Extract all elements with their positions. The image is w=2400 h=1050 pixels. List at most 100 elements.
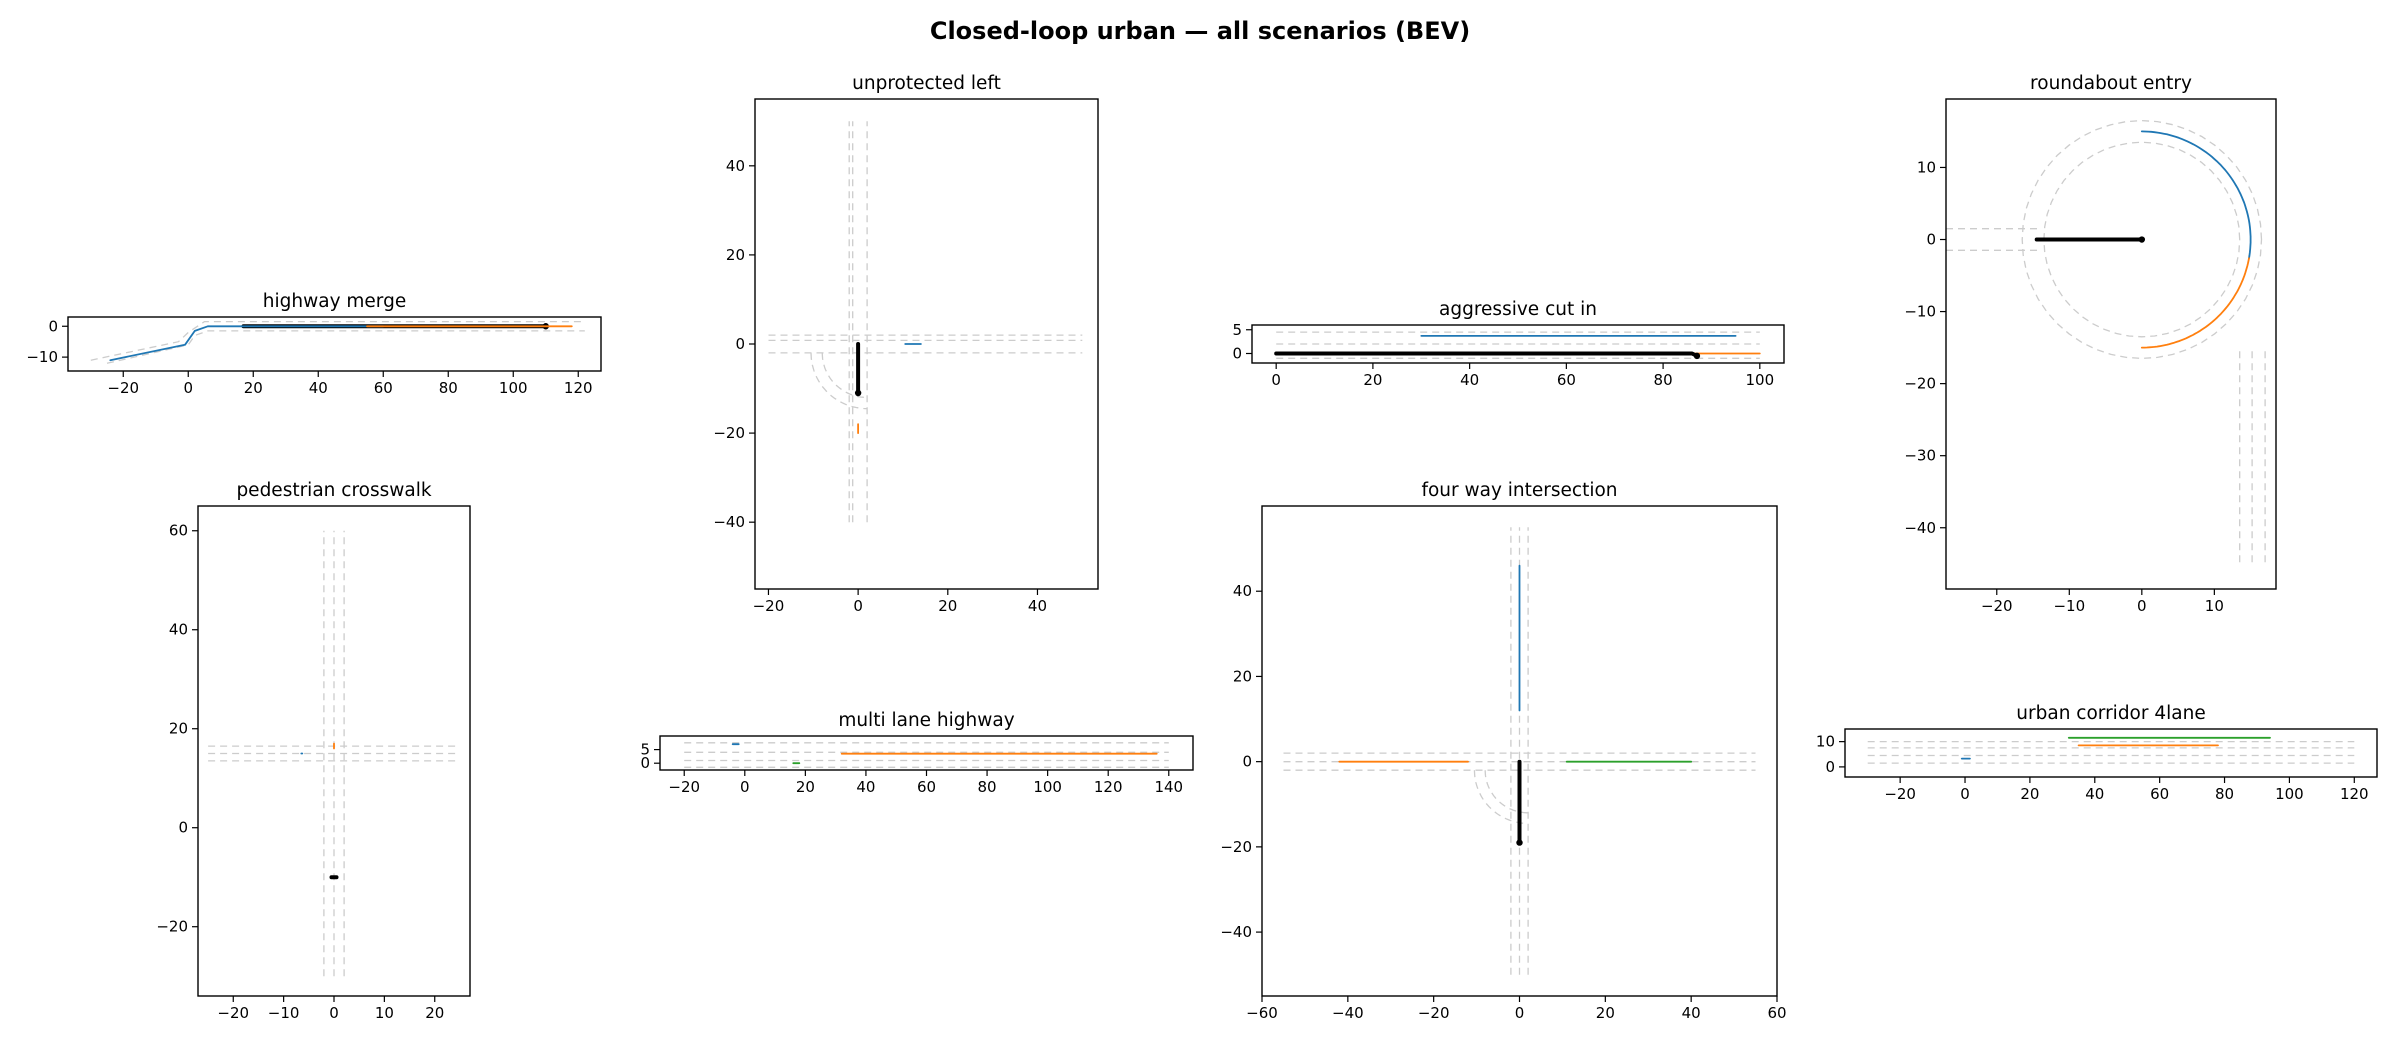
x-tick-label: −10	[2053, 597, 2085, 615]
y-tick-label: 10	[1917, 158, 1936, 176]
x-tick-label: 80	[1654, 371, 1673, 389]
agent-trajectory	[2140, 257, 2250, 349]
axes-frame	[67, 316, 602, 372]
x-tick-label: 100	[1745, 371, 1774, 389]
x-tick-label: 60	[1767, 1004, 1786, 1022]
y-tick-label: 40	[726, 157, 745, 175]
axes-frame	[1844, 728, 2378, 778]
x-tick-label: −20	[668, 778, 700, 796]
x-tick-label: −20	[1981, 597, 2013, 615]
y-tick-label: 20	[1233, 667, 1252, 685]
x-tick-label: 40	[309, 379, 328, 397]
ego-trajectory	[1274, 351, 1699, 358]
subplot-title: pedestrian crosswalk	[236, 480, 431, 501]
y-tick-label: 40	[169, 621, 188, 639]
x-tick-label: 0	[183, 379, 193, 397]
x-tick-label: 20	[796, 778, 815, 796]
x-tick-label: 40	[1028, 597, 1047, 615]
subplot-title: four way intersection	[1421, 480, 1617, 501]
road-boundary	[2021, 119, 2263, 360]
y-tick-label: −10	[1904, 303, 1936, 321]
x-tick-label: −10	[268, 1004, 300, 1022]
x-tick-label: 20	[938, 597, 957, 615]
plot-area	[1946, 119, 2266, 564]
x-tick-label: 0	[2137, 597, 2147, 615]
x-tick-label: 140	[1154, 778, 1183, 796]
x-tick-label: −60	[1246, 1004, 1278, 1022]
y-tick-label: 0	[48, 317, 58, 335]
x-tick-label: 60	[1557, 371, 1576, 389]
x-tick-label: 120	[2340, 785, 2369, 803]
road-boundary	[1484, 770, 1529, 814]
x-tick-label: −20	[107, 379, 139, 397]
x-tick-label: −20	[1884, 785, 1916, 803]
subplot-roundabout-entry: roundabout entry −20 −10 0 10 −40 −30 −20 −10 0 10	[1904, 73, 2277, 615]
road-boundary	[106, 330, 585, 364]
x-tick-label: 80	[2215, 785, 2234, 803]
y-tick-label: 60	[169, 522, 188, 540]
x-tick-label: 100	[1033, 778, 1062, 796]
x-tick-label: −20	[1418, 1004, 1450, 1022]
x-tick-label: 80	[439, 379, 458, 397]
ego-final-position	[2138, 236, 2146, 243]
plot-area	[90, 320, 585, 364]
y-tick-label: 0	[735, 335, 745, 353]
subplot-grid: highway merge−20 0 20 40 60 80 100 120−100unpro…	[26, 73, 2378, 1022]
road-boundary	[810, 352, 868, 410]
y-tick-label: −20	[156, 918, 188, 936]
subplot-urban-corridor-4lane: urban corridor 4lane −20 0 20 40 60 80 100 120 0 1…	[1816, 703, 2378, 803]
x-tick-label: 60	[917, 778, 936, 796]
x-tick-label: −20	[753, 597, 785, 615]
x-tick-label: 120	[564, 379, 593, 397]
subplot-title: highway merge	[263, 291, 406, 312]
ego-final-position	[1693, 352, 1701, 360]
y-tick-label: 0	[1926, 231, 1936, 249]
x-tick-label: 10	[2205, 597, 2224, 615]
subplot-highway-merge: highway merge −20 0 20 40 60 80 100 120 −10 0	[26, 291, 602, 397]
axes-frame	[1945, 98, 2277, 590]
subplot-title: unprotected left	[852, 73, 1001, 94]
plot-area	[1283, 527, 1756, 975]
subplot-title: urban corridor 4lane	[2016, 703, 2205, 724]
subplot-four-way-intersection: four way intersection −60 −40 −20 0 20 40 60 −40…	[1220, 480, 1786, 1022]
ego-final-position	[854, 389, 862, 397]
y-tick-label: 0	[1232, 345, 1242, 363]
x-tick-label: 60	[2150, 785, 2169, 803]
x-tick-label: 40	[1460, 371, 1479, 389]
y-tick-label: 0	[1825, 758, 1835, 776]
axes-frame	[1251, 324, 1785, 364]
plot-area	[208, 530, 460, 977]
subplot-pedestrian-crosswalk: pedestrian crosswalk −20 −10 0 10 20 −20 0 20 40 6…	[156, 480, 471, 1022]
x-tick-label: 20	[1363, 371, 1382, 389]
y-tick-label: −10	[26, 348, 58, 366]
y-tick-label: 0	[1242, 753, 1252, 771]
y-tick-label: 0	[178, 819, 188, 837]
axes-frame	[754, 98, 1099, 590]
x-tick-label: 40	[856, 778, 875, 796]
x-tick-label: 10	[375, 1004, 394, 1022]
y-tick-label: −20	[713, 424, 745, 442]
y-tick-label: −20	[1220, 838, 1252, 856]
y-tick-label: −40	[1904, 519, 1936, 537]
subplot-title: roundabout entry	[2030, 73, 2192, 94]
x-tick-label: −20	[217, 1004, 249, 1022]
x-tick-label: 0	[853, 597, 863, 615]
agent-trajectory	[2140, 130, 2252, 260]
subplot-title: aggressive cut in	[1439, 299, 1597, 320]
subplot-aggressive-cut-in: aggressive cut in 0 20 40 60 80 100 0 5	[1232, 299, 1785, 389]
y-tick-label: 5	[1232, 321, 1242, 339]
y-tick-label: −30	[1904, 447, 1936, 465]
y-tick-label: 10	[1816, 733, 1835, 751]
x-tick-label: 20	[425, 1004, 444, 1022]
x-tick-label: 20	[2020, 785, 2039, 803]
plot-area	[684, 742, 1169, 768]
x-tick-label: 40	[1682, 1004, 1701, 1022]
plot-area	[1274, 331, 1761, 360]
x-tick-label: 100	[499, 379, 528, 397]
y-tick-label: −20	[1904, 375, 1936, 393]
x-tick-label: 120	[1094, 778, 1123, 796]
subplot-unprotected-left: unprotected left −20 0 20 40 −40 −20 0 20 40	[713, 73, 1099, 615]
y-tick-label: 5	[640, 741, 650, 759]
y-tick-label: 0	[640, 754, 650, 772]
